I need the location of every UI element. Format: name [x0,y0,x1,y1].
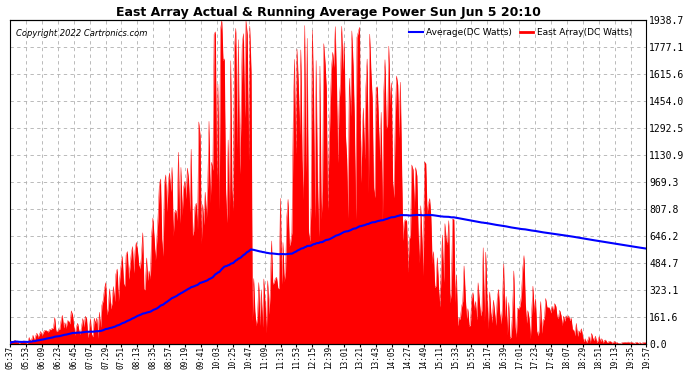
Title: East Array Actual & Running Average Power Sun Jun 5 20:10: East Array Actual & Running Average Powe… [116,6,541,18]
Legend: Average(DC Watts), East Array(DC Watts): Average(DC Watts), East Array(DC Watts) [406,24,635,40]
Text: Copyright 2022 Cartronics.com: Copyright 2022 Cartronics.com [17,29,148,38]
